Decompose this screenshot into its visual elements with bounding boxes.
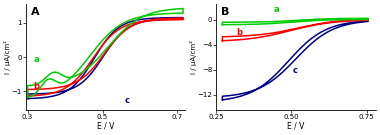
Text: a: a [33,55,39,64]
X-axis label: E / V: E / V [97,122,114,131]
Text: c: c [293,66,298,75]
Text: c: c [125,96,130,105]
Text: b: b [236,28,242,37]
Text: A: A [30,7,39,17]
Text: b: b [33,82,39,91]
Y-axis label: I / μA/cm²: I / μA/cm² [4,40,11,74]
Text: a: a [274,5,279,14]
Y-axis label: I / μA/cm²: I / μA/cm² [190,40,198,74]
Text: B: B [221,7,230,17]
X-axis label: E / V: E / V [287,122,305,131]
